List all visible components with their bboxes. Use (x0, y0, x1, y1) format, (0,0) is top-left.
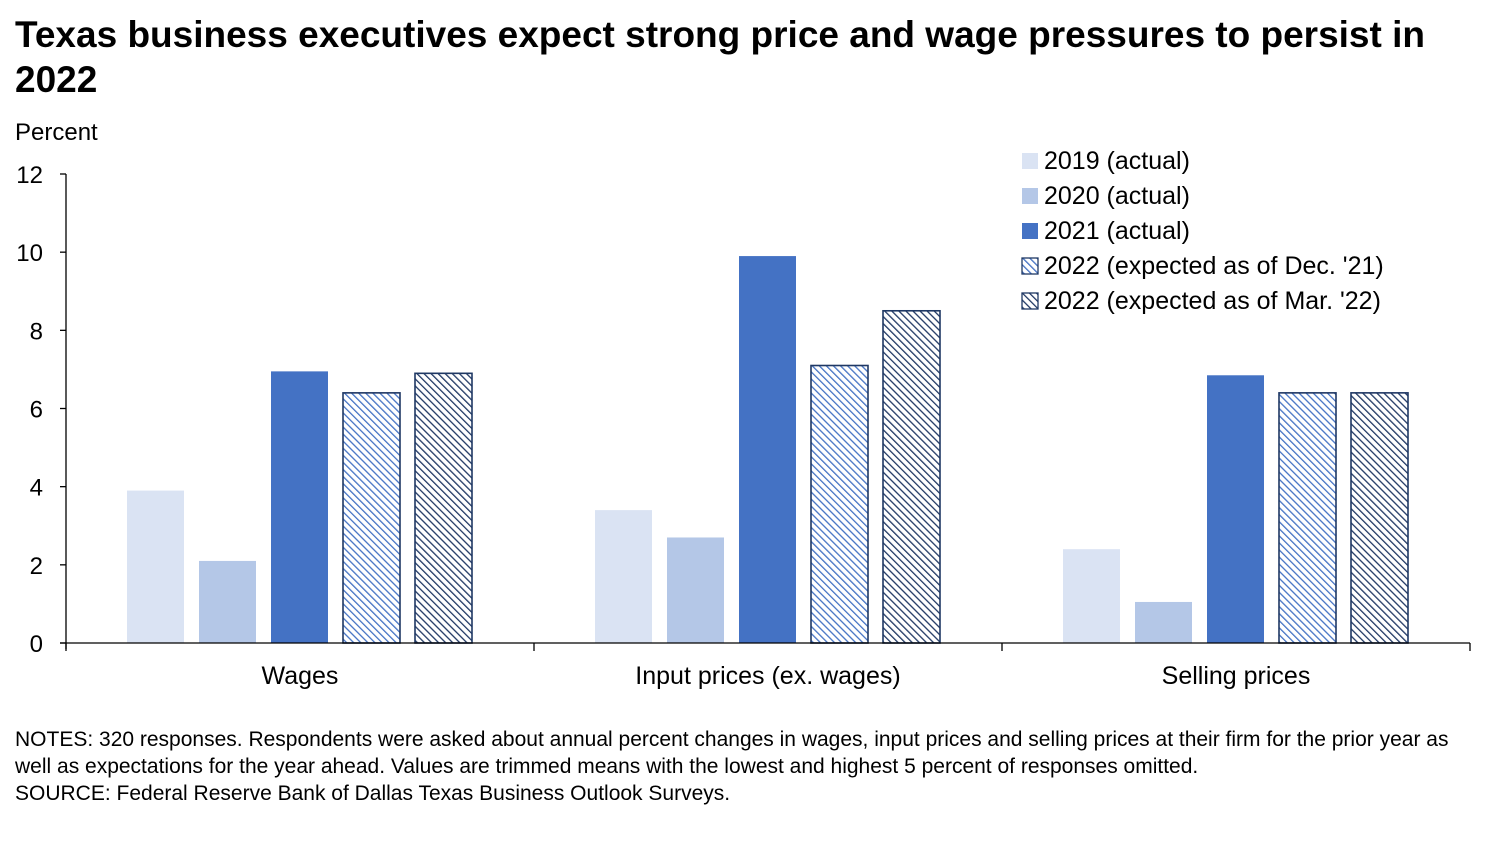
x-tick-label-1: Wages (262, 662, 339, 690)
legend-swatch-1 (1022, 153, 1038, 169)
chart-title: Texas business executives expect strong … (15, 14, 1425, 100)
bar-chart: Percent 0 2 4 6 8 10 12 Wages Input prices (ex. … (15, 119, 1471, 690)
notes-text: NOTES: 320 responses. Respondents were a… (15, 728, 1449, 778)
legend-label-1: 2019 (actual) (1044, 147, 1190, 175)
y-tick-label-5: 10 (16, 240, 43, 267)
bar-1-1 (127, 490, 184, 643)
legend-swatch-4 (1021, 257, 1039, 275)
legend-swatch-3 (1022, 223, 1038, 239)
bar-2-3 (1135, 601, 1192, 643)
bar-4-1 (342, 392, 401, 644)
axes-group: 0 2 4 6 8 10 12 Wages Input prices (ex. wages) Se… (16, 162, 1471, 690)
bar-5-3 (1350, 392, 1409, 644)
legend: 2019 (actual) 2020 (actual) 2021 (actual) 2… (1021, 147, 1384, 315)
bar-3-3 (1207, 375, 1264, 643)
legend-swatch-2 (1022, 188, 1038, 204)
legend-label-3: 2021 (actual) (1044, 217, 1190, 245)
bar-1-2 (595, 510, 652, 643)
y-tick-label-1: 2 (30, 553, 43, 580)
bar-2-2 (667, 537, 724, 643)
legend-label-2: 2020 (actual) (1044, 182, 1190, 210)
y-tick-label-2: 4 (30, 475, 43, 502)
bar-3-2 (739, 256, 796, 643)
bar-5-1 (414, 372, 473, 644)
bar-5-2 (882, 309, 941, 644)
y-tick-label-6: 12 (16, 162, 43, 189)
y-tick-label-3: 6 (30, 397, 43, 424)
legend-swatch-5 (1021, 292, 1039, 310)
bar-1-3 (1063, 549, 1120, 643)
y-axis-label: Percent (15, 119, 98, 146)
bar-3-1 (271, 371, 328, 643)
legend-label-5: 2022 (expected as of Mar. '22) (1044, 287, 1381, 315)
notes-block: NOTES: 320 responses. Respondents were a… (15, 726, 1480, 807)
y-tick-label-4: 8 (30, 318, 43, 345)
legend-label-4: 2022 (expected as of Dec. '21) (1044, 252, 1384, 280)
bar-4-2 (810, 364, 869, 644)
x-tick-label-2: Input prices (ex. wages) (635, 662, 900, 690)
bar-4-3 (1278, 392, 1337, 644)
y-tick-label-0: 0 (30, 631, 43, 658)
x-tick-label-3: Selling prices (1162, 662, 1311, 690)
bars-group (127, 256, 1409, 644)
source-text: SOURCE: Federal Reserve Bank of Dallas T… (15, 782, 731, 805)
bar-2-1 (199, 560, 256, 643)
